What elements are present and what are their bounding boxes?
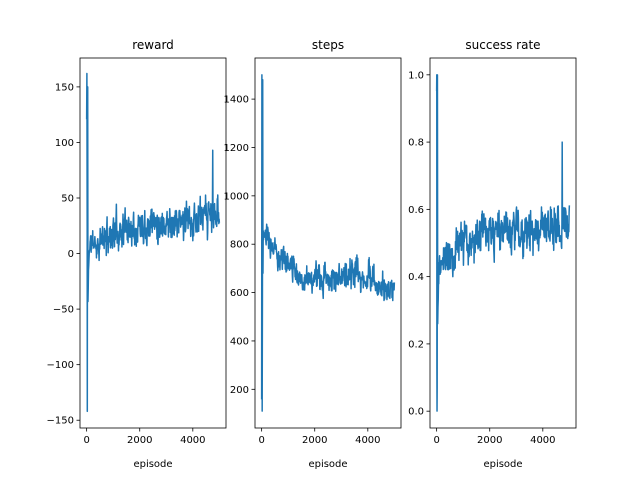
x-ticks: 0 2000 4000	[83, 428, 206, 446]
subplot-reward: reward 0 2000 4000 −150 −100 −50 0 50 100 150 ep…	[47, 38, 227, 470]
series-line	[260, 74, 396, 412]
y-tick-label: 0	[68, 249, 74, 260]
series-layer	[435, 74, 571, 412]
y-tick-label: −150	[47, 416, 74, 427]
x-tick-label: 0	[433, 435, 439, 446]
series-line	[85, 72, 221, 413]
x-tick-label: 2000	[477, 435, 502, 446]
y-tick-label: 100	[55, 138, 74, 149]
series-layer	[85, 72, 221, 413]
y-tick-label: 0.0	[408, 407, 424, 418]
series-layer	[260, 74, 396, 412]
subplot-title: success rate	[465, 38, 540, 52]
series-line	[435, 74, 571, 412]
y-tick-label: 0.8	[408, 138, 424, 149]
y-tick-label: −100	[47, 360, 74, 371]
y-ticks: 0.0 0.2 0.4 0.6 0.8 1.0	[408, 70, 430, 418]
axes-frame	[429, 57, 577, 429]
subplot-title: reward	[132, 38, 174, 52]
y-tick-label: 1.0	[408, 70, 424, 81]
axes-frame	[254, 57, 402, 429]
y-tick-label: 0.6	[408, 205, 424, 216]
x-tick-label: 4000	[355, 435, 380, 446]
y-tick-label: 600	[230, 288, 249, 299]
x-tick-label: 0	[83, 435, 89, 446]
x-tick-label: 2000	[302, 435, 327, 446]
subplot-success-rate: success rate 0 2000 4000 0.0 0.2 0.4 0.6 0.8 1.…	[408, 38, 577, 470]
y-tick-label: 1200	[224, 143, 249, 154]
x-tick-label: 4000	[530, 435, 555, 446]
x-axis-label: episode	[483, 459, 522, 470]
y-tick-label: 150	[55, 82, 74, 93]
x-tick-label: 2000	[127, 435, 152, 446]
y-tick-label: 800	[230, 240, 249, 251]
x-axis-label: episode	[133, 459, 172, 470]
subplot-title: steps	[312, 38, 344, 52]
y-tick-label: 400	[230, 336, 249, 347]
y-tick-label: 1000	[224, 191, 249, 202]
y-tick-label: −50	[53, 305, 74, 316]
y-ticks: 200 400 600 800 1000 1200 1400	[224, 95, 255, 396]
y-tick-label: 200	[230, 385, 249, 396]
x-ticks: 0 2000 4000	[433, 428, 556, 446]
x-ticks: 0 2000 4000	[258, 428, 381, 446]
subplot-steps: steps 0 2000 4000 200 400 600 800 1000 1200 1400…	[224, 38, 402, 470]
y-ticks: −150 −100 −50 0 50 100 150	[47, 82, 80, 427]
x-tick-label: 4000	[180, 435, 205, 446]
y-tick-label: 0.4	[408, 272, 424, 283]
y-tick-label: 1400	[224, 95, 249, 106]
x-axis-label: episode	[308, 459, 347, 470]
axes-frame	[79, 57, 227, 429]
x-tick-label: 0	[258, 435, 264, 446]
y-tick-label: 0.2	[408, 339, 424, 350]
y-tick-label: 50	[61, 194, 74, 205]
